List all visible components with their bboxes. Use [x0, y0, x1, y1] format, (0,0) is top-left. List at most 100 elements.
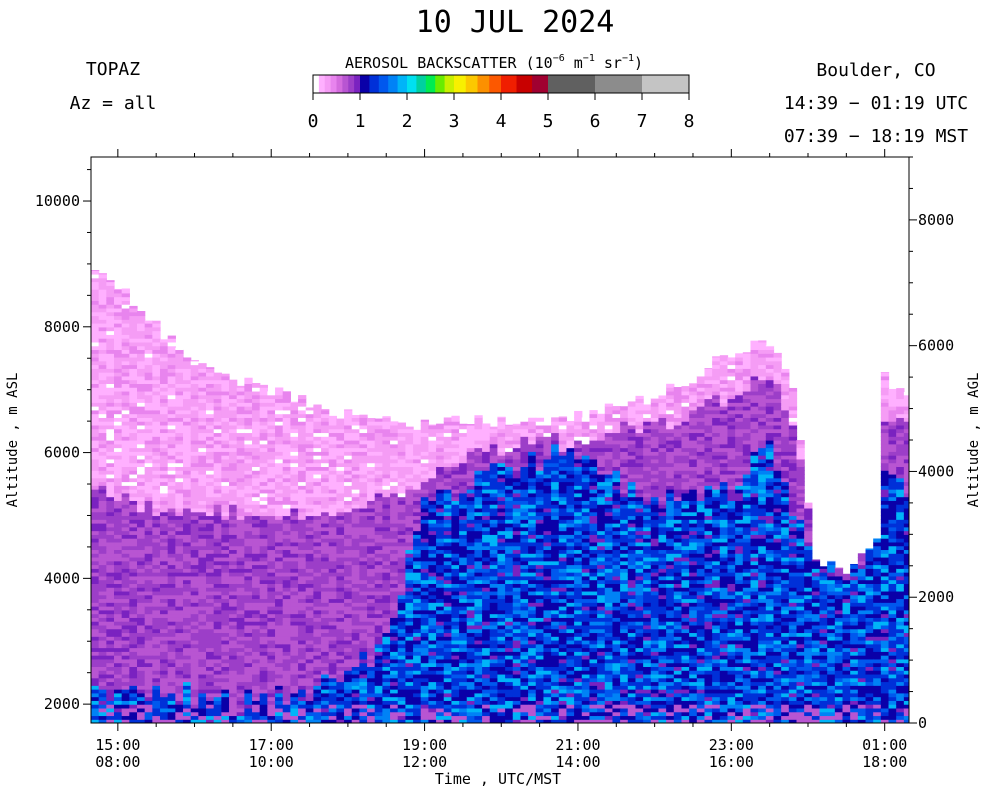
backscatter-cell	[443, 602, 453, 607]
backscatter-cell	[390, 424, 399, 430]
backscatter-cell	[405, 500, 414, 505]
backscatter-cell	[482, 692, 491, 698]
backscatter-cell	[443, 655, 453, 660]
backscatter-cell	[160, 651, 169, 656]
backscatter-cell	[413, 507, 422, 513]
backscatter-cell	[129, 319, 138, 324]
backscatter-cell	[428, 651, 437, 656]
backscatter-cell	[443, 455, 453, 460]
backscatter-cell	[121, 523, 130, 528]
backscatter-cell	[244, 617, 253, 622]
backscatter-cell	[98, 360, 107, 366]
backscatter-cell	[489, 538, 499, 543]
backscatter-cell	[144, 598, 153, 603]
backscatter-cell	[144, 458, 153, 464]
backscatter-cell	[321, 504, 330, 509]
backscatter-cell	[160, 628, 169, 634]
backscatter-cell	[183, 655, 192, 660]
colorbar-tick-label: 5	[543, 111, 554, 132]
backscatter-cell	[175, 447, 184, 452]
backscatter-cell	[106, 319, 115, 324]
backscatter-cell	[152, 685, 161, 690]
backscatter-cell	[98, 568, 107, 573]
backscatter-cell	[436, 507, 445, 513]
backscatter-cell	[183, 406, 192, 411]
backscatter-cell	[244, 470, 253, 475]
backscatter-cell	[114, 387, 123, 392]
backscatter-cell	[221, 436, 230, 441]
colorbar-segment	[348, 75, 355, 93]
backscatter-cell	[367, 560, 376, 566]
backscatter-cell	[267, 455, 276, 460]
backscatter-cell	[505, 621, 514, 626]
backscatter-cell	[160, 481, 169, 486]
backscatter-cell	[152, 617, 161, 622]
backscatter-cell	[152, 353, 161, 358]
backscatter-cell	[321, 670, 330, 675]
backscatter-cell	[252, 685, 261, 690]
backscatter-cell	[505, 636, 514, 641]
backscatter-cell	[336, 711, 345, 717]
backscatter-cell	[351, 466, 360, 471]
backscatter-cell	[275, 481, 284, 486]
backscatter-cell	[152, 489, 161, 494]
backscatter-cell	[244, 523, 253, 528]
backscatter-cell	[390, 568, 399, 573]
backscatter-cell	[137, 519, 146, 524]
backscatter-cell	[252, 651, 261, 656]
backscatter-cell	[152, 594, 161, 600]
backscatter-cell	[137, 685, 146, 690]
backscatter-cell	[443, 477, 453, 483]
backscatter-cell	[114, 413, 123, 418]
backscatter-cell	[428, 715, 437, 720]
backscatter-cell	[420, 689, 430, 694]
backscatter-cell	[390, 643, 399, 649]
backscatter-cell	[206, 538, 215, 543]
backscatter-cell	[390, 481, 399, 486]
backscatter-cell	[98, 356, 107, 362]
backscatter-cell	[374, 613, 384, 618]
backscatter-cell	[482, 466, 491, 471]
backscatter-cell	[367, 481, 376, 486]
backscatter-cell	[321, 541, 330, 547]
backscatter-cell	[152, 526, 161, 532]
backscatter-cell	[91, 526, 100, 532]
backscatter-cell	[198, 379, 207, 384]
backscatter-cell	[98, 553, 107, 558]
backscatter-cell	[390, 590, 399, 596]
backscatter-cell	[313, 658, 322, 664]
backscatter-cell	[436, 470, 445, 475]
backscatter-cell	[152, 711, 161, 717]
backscatter-cell	[466, 545, 476, 551]
backscatter-cell	[436, 579, 445, 584]
backscatter-cell	[252, 658, 261, 664]
backscatter-cell	[344, 519, 353, 524]
backscatter-cell	[466, 719, 476, 723]
backscatter-cell	[190, 428, 199, 434]
backscatter-cell	[305, 470, 314, 475]
backscatter-cell	[298, 700, 307, 705]
backscatter-cell	[137, 383, 146, 388]
backscatter-cell	[482, 621, 491, 626]
backscatter-cell	[152, 470, 161, 475]
backscatter-cell	[236, 624, 245, 630]
backscatter-cell	[436, 432, 445, 437]
backscatter-cell	[167, 628, 176, 634]
backscatter-cell	[198, 658, 207, 664]
backscatter-cell	[497, 515, 506, 520]
backscatter-cell	[298, 575, 307, 581]
backscatter-cell	[98, 473, 107, 479]
backscatter-cell	[152, 707, 161, 713]
backscatter-cell	[252, 696, 261, 701]
backscatter-cell	[183, 677, 192, 683]
backscatter-cell	[275, 473, 284, 479]
backscatter-cell	[91, 560, 100, 566]
backscatter-cell	[114, 606, 123, 611]
backscatter-cell	[114, 304, 123, 309]
backscatter-cell	[275, 621, 284, 626]
backscatter-cell	[183, 485, 192, 490]
backscatter-cell	[91, 281, 100, 286]
backscatter-cell	[298, 553, 307, 558]
backscatter-cell	[160, 568, 169, 573]
backscatter-cell	[244, 692, 253, 698]
